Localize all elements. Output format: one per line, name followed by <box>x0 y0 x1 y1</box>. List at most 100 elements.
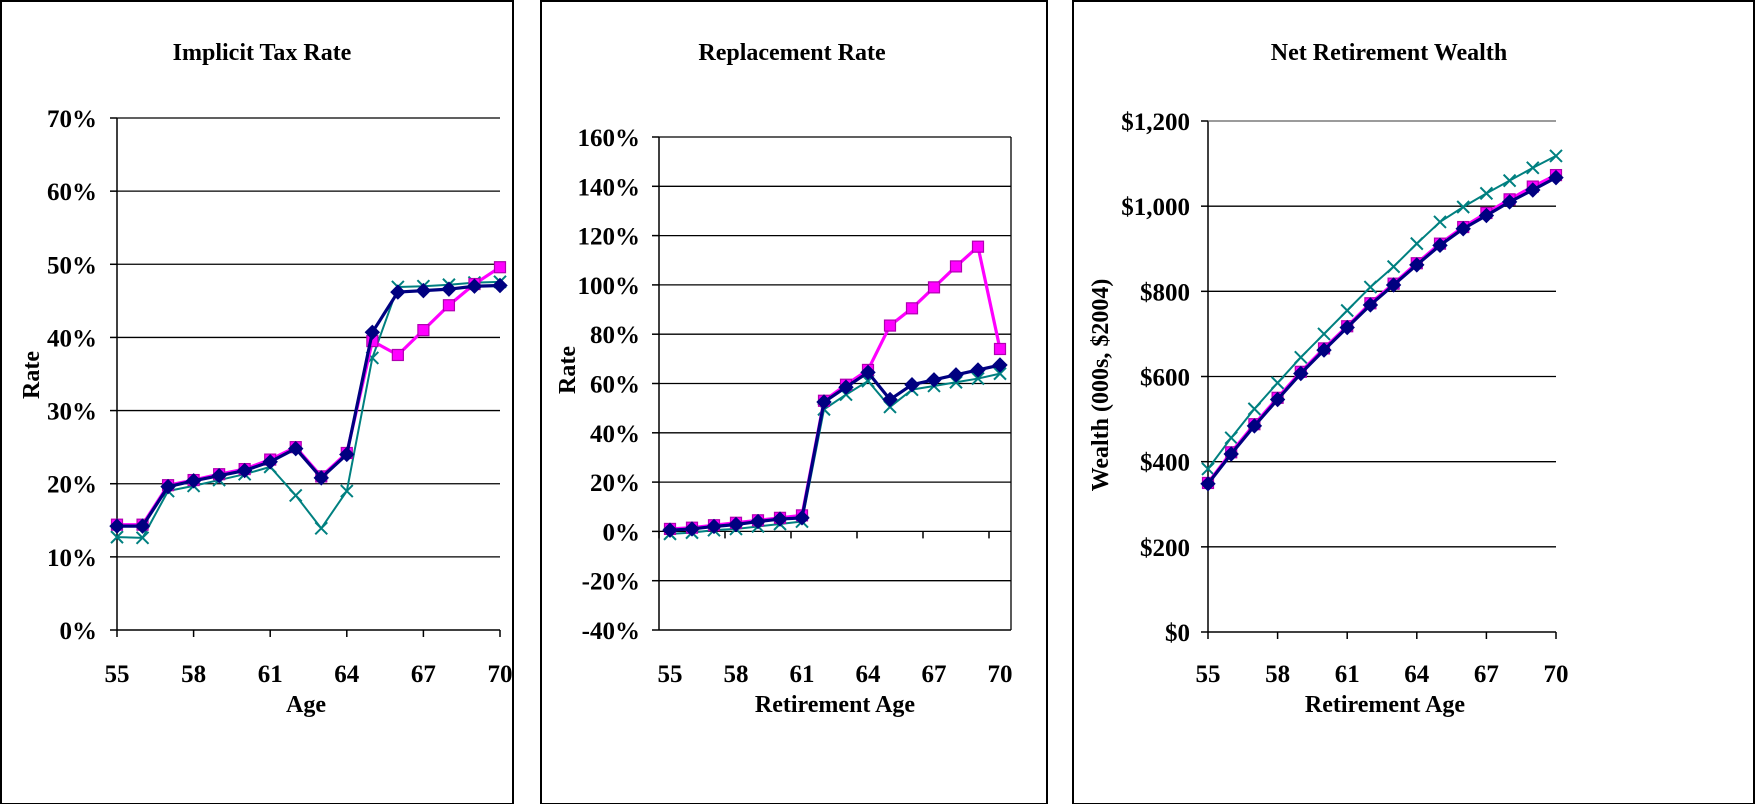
series-diamond <box>662 357 1008 538</box>
data-point <box>1433 215 1447 229</box>
data-point <box>1478 207 1495 224</box>
data-point <box>1223 446 1239 462</box>
implicit-tax-rate-panel: Implicit Tax Rate Age Rate 0% 10% 20% 30% 40… <box>0 0 514 804</box>
data-point <box>1363 280 1378 294</box>
data-point <box>970 362 986 378</box>
data-point <box>949 260 963 273</box>
data-point <box>1362 297 1379 313</box>
panel-frame <box>1072 0 1755 804</box>
x-tick-label: 55 <box>1196 661 1221 688</box>
x-tick-label: 64 <box>1404 661 1430 688</box>
data-point <box>492 277 508 294</box>
data-point <box>364 324 381 341</box>
data-point <box>838 379 854 395</box>
data-point <box>493 261 507 274</box>
y-tick-label: $400 <box>1140 450 1190 477</box>
y-tick-label: 140% <box>578 174 641 201</box>
data-point <box>211 467 227 484</box>
data-point <box>905 302 919 315</box>
data-point <box>1385 277 1402 293</box>
data-point <box>314 521 328 536</box>
data-point <box>882 391 898 408</box>
y-tick-label: 20% <box>47 472 97 499</box>
series-line <box>1207 155 1557 470</box>
data-point <box>1526 161 1540 175</box>
y-axis-label: Rate <box>19 351 45 399</box>
data-point <box>135 531 150 545</box>
y-tick-label: $600 <box>1140 365 1190 392</box>
data-point <box>662 522 678 538</box>
data-point <box>390 284 406 300</box>
data-point <box>993 366 1007 381</box>
y-tick-label: 10% <box>47 545 97 572</box>
net-retirement-wealth-panel: Net Retirement Wealth Retirement Age Wea… <box>1072 0 1755 804</box>
data-point <box>728 516 744 533</box>
series-line <box>116 280 501 539</box>
series-line <box>1206 176 1557 485</box>
data-point <box>289 488 303 503</box>
y-tick-label: 80% <box>590 322 640 349</box>
y-tick-label: 20% <box>590 470 640 497</box>
y-tick-label: -20% <box>582 569 640 596</box>
x-tick-label: 58 <box>724 661 749 688</box>
x-axis-label: Age <box>286 692 326 718</box>
data-point <box>1340 303 1354 318</box>
data-point <box>971 371 985 386</box>
data-point <box>1294 350 1308 365</box>
chart-title: Replacement Rate <box>698 40 886 66</box>
x-tick-label: 64 <box>334 661 360 688</box>
data-point <box>1270 376 1285 390</box>
x-tick-label: 58 <box>1265 661 1290 688</box>
x-tick-label: 70 <box>1544 661 1569 688</box>
y-tick-label: 100% <box>578 273 641 300</box>
data-point <box>1246 418 1263 434</box>
data-point <box>391 348 404 362</box>
data-point <box>417 324 430 337</box>
y-tick-label: $200 <box>1140 535 1190 562</box>
data-point <box>415 282 432 299</box>
data-point <box>992 357 1008 373</box>
y-tick-label: 60% <box>47 179 97 206</box>
y-tick-label: 0% <box>603 519 641 546</box>
data-point <box>262 454 278 470</box>
panel-frame <box>540 0 1048 804</box>
x-tick-label: 58 <box>181 661 206 688</box>
data-point <box>816 394 832 410</box>
data-point <box>110 530 124 544</box>
data-point <box>971 240 985 253</box>
data-point <box>1269 391 1286 408</box>
y-tick-label: $1,200 <box>1121 109 1190 136</box>
data-point <box>927 281 941 294</box>
data-point <box>1525 182 1541 198</box>
data-point <box>441 281 457 297</box>
data-point <box>1501 194 1518 210</box>
x-tick-label: 67 <box>922 661 947 688</box>
data-point <box>1548 169 1564 186</box>
y-tick-label: 60% <box>590 372 640 399</box>
data-point <box>1455 221 1471 237</box>
data-point <box>109 518 125 534</box>
data-point <box>993 342 1007 356</box>
data-point <box>1339 319 1355 336</box>
data-point <box>288 440 304 457</box>
data-point <box>442 299 456 312</box>
data-point <box>339 446 355 463</box>
chart-title: Net Retirement Wealth <box>1271 40 1507 66</box>
series-diamond <box>109 277 508 534</box>
data-point <box>134 518 151 534</box>
data-point <box>772 511 788 527</box>
data-point <box>466 278 483 294</box>
y-tick-label: $800 <box>1140 279 1190 306</box>
y-tick-label: 40% <box>47 325 97 352</box>
data-point <box>1224 431 1238 445</box>
y-tick-label: 70% <box>47 106 97 133</box>
x-axis-label: Retirement Age <box>1305 692 1466 718</box>
data-point <box>1247 402 1262 416</box>
data-point <box>1549 149 1563 163</box>
x-tick-label: 67 <box>1474 661 1499 688</box>
y-axis-label: Rate <box>555 346 581 394</box>
x-tick-label: 55 <box>105 661 130 688</box>
x-tick-label: 61 <box>258 661 283 688</box>
data-point <box>750 513 766 530</box>
data-point <box>860 364 876 381</box>
